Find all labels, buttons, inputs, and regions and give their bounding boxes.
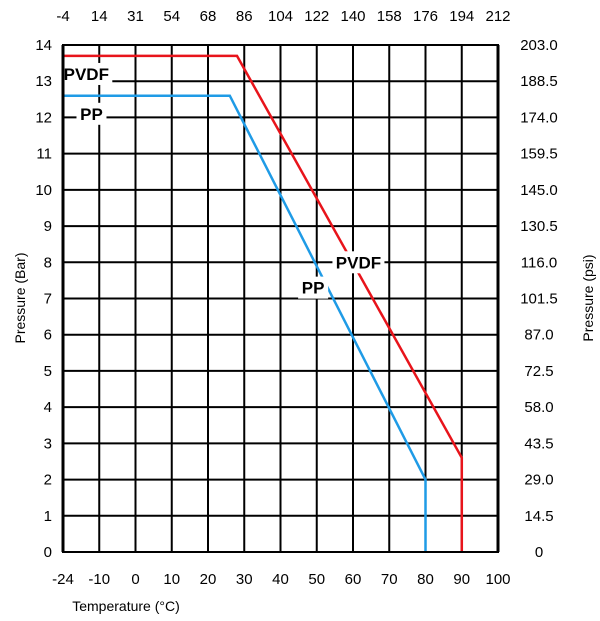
y-tick-label-left: 10: [35, 182, 52, 199]
series-label-bg: [76, 102, 107, 125]
y-tick-label-left: 14: [35, 37, 52, 54]
x-tick-label-bottom: 80: [417, 571, 434, 588]
x-axis-title: Temperature (°C): [72, 598, 180, 614]
x-tick-label-bottom: -10: [88, 571, 110, 588]
y-tick-label-left: 0: [44, 544, 52, 561]
x-tick-label-top: 212: [485, 8, 510, 25]
series-label: PP: [80, 105, 103, 124]
tick-labels: -24 -10 0 10 20 30 40 50 60 70 80 90 100-4 14 31 54 68 86…: [35, 8, 557, 588]
series-label-bg: [332, 251, 385, 274]
y-tick-label-right: 174.0: [520, 109, 558, 126]
y-tick-label-right: 188.5: [520, 73, 558, 90]
y-tick-label-right: 159.5: [520, 146, 558, 163]
x-tick-label-top: 176: [413, 8, 438, 25]
series-labels: PVDF PP PVDF PP: [60, 62, 385, 299]
y-tick-label-right: 72.5: [524, 363, 553, 380]
series-label: PP: [302, 279, 325, 298]
x-tick-label-bottom: 70: [381, 571, 398, 588]
series-label: PVDF: [64, 65, 109, 84]
series-lines: [63, 54, 464, 552]
y-tick-label-left: 12: [35, 109, 52, 126]
series-label: PVDF: [336, 253, 381, 272]
y-tick-label-left: 8: [44, 254, 52, 271]
x-tick-label-top: 14: [91, 8, 108, 25]
grid: [63, 45, 498, 552]
y-tick-label-right: 87.0: [524, 327, 553, 344]
y-tick-label-left: 6: [44, 327, 52, 344]
y-tick-label-right: 130.5: [520, 218, 558, 235]
y-axis-title-left: Pressure (Bar): [12, 252, 28, 343]
series-label-bg: [298, 276, 329, 299]
y-tick-label-left: 3: [44, 435, 52, 452]
series-line-pvdf: [63, 54, 464, 552]
y-tick-label-left: 1: [44, 508, 52, 525]
y-tick-label-left: 5: [44, 363, 52, 380]
y-tick-label-right: 116.0: [521, 254, 557, 271]
y-tick-label-left: 11: [36, 146, 52, 163]
y-tick-label-right: 58.0: [524, 399, 553, 416]
x-tick-label-bottom: 90: [453, 571, 470, 588]
y-tick-label-left: 13: [35, 73, 52, 90]
x-tick-label-bottom: 30: [236, 571, 253, 588]
x-tick-label-bottom: 20: [200, 571, 217, 588]
x-tick-label-bottom: 60: [345, 571, 362, 588]
x-tick-label-top: 104: [268, 8, 293, 25]
x-tick-label-top: 86: [236, 8, 253, 25]
y-tick-label-right: 29.0: [524, 472, 553, 489]
y-tick-label-left: 4: [44, 399, 52, 416]
y-tick-label-left: 9: [44, 218, 52, 235]
x-tick-label-bottom: -24: [52, 571, 74, 588]
y-tick-label-right: 14.5: [524, 508, 553, 525]
x-tick-label-top: 158: [377, 8, 402, 25]
x-tick-label-top: 140: [340, 8, 365, 25]
x-tick-label-top: -4: [56, 8, 69, 25]
x-tick-label-bottom: 10: [163, 571, 180, 588]
y-tick-label-right: 101.5: [520, 291, 558, 308]
x-tick-label-bottom: 40: [272, 571, 289, 588]
series-label-bg: [60, 62, 113, 85]
x-tick-label-top: 31: [127, 8, 144, 25]
y-tick-label-right: 203.0: [520, 37, 558, 54]
x-tick-label-bottom: 50: [308, 571, 325, 588]
x-tick-label-bottom: 0: [131, 571, 139, 588]
x-tick-label-top: 68: [200, 8, 217, 25]
y-tick-label-right: 43.5: [524, 435, 553, 452]
y-axis-title-right: Pressure (psi): [580, 254, 596, 341]
y-tick-label-right: 145.0: [520, 182, 558, 199]
plot-frame: [61, 44, 500, 553]
y-tick-label-left: 7: [44, 291, 52, 308]
x-tick-label-top: 194: [449, 8, 474, 25]
y-tick-label-right: 0: [535, 544, 543, 561]
x-tick-label-bottom: 100: [485, 571, 510, 588]
y-tick-label-left: 2: [44, 472, 52, 489]
x-tick-label-top: 122: [304, 8, 329, 25]
x-tick-label-top: 54: [163, 8, 180, 25]
